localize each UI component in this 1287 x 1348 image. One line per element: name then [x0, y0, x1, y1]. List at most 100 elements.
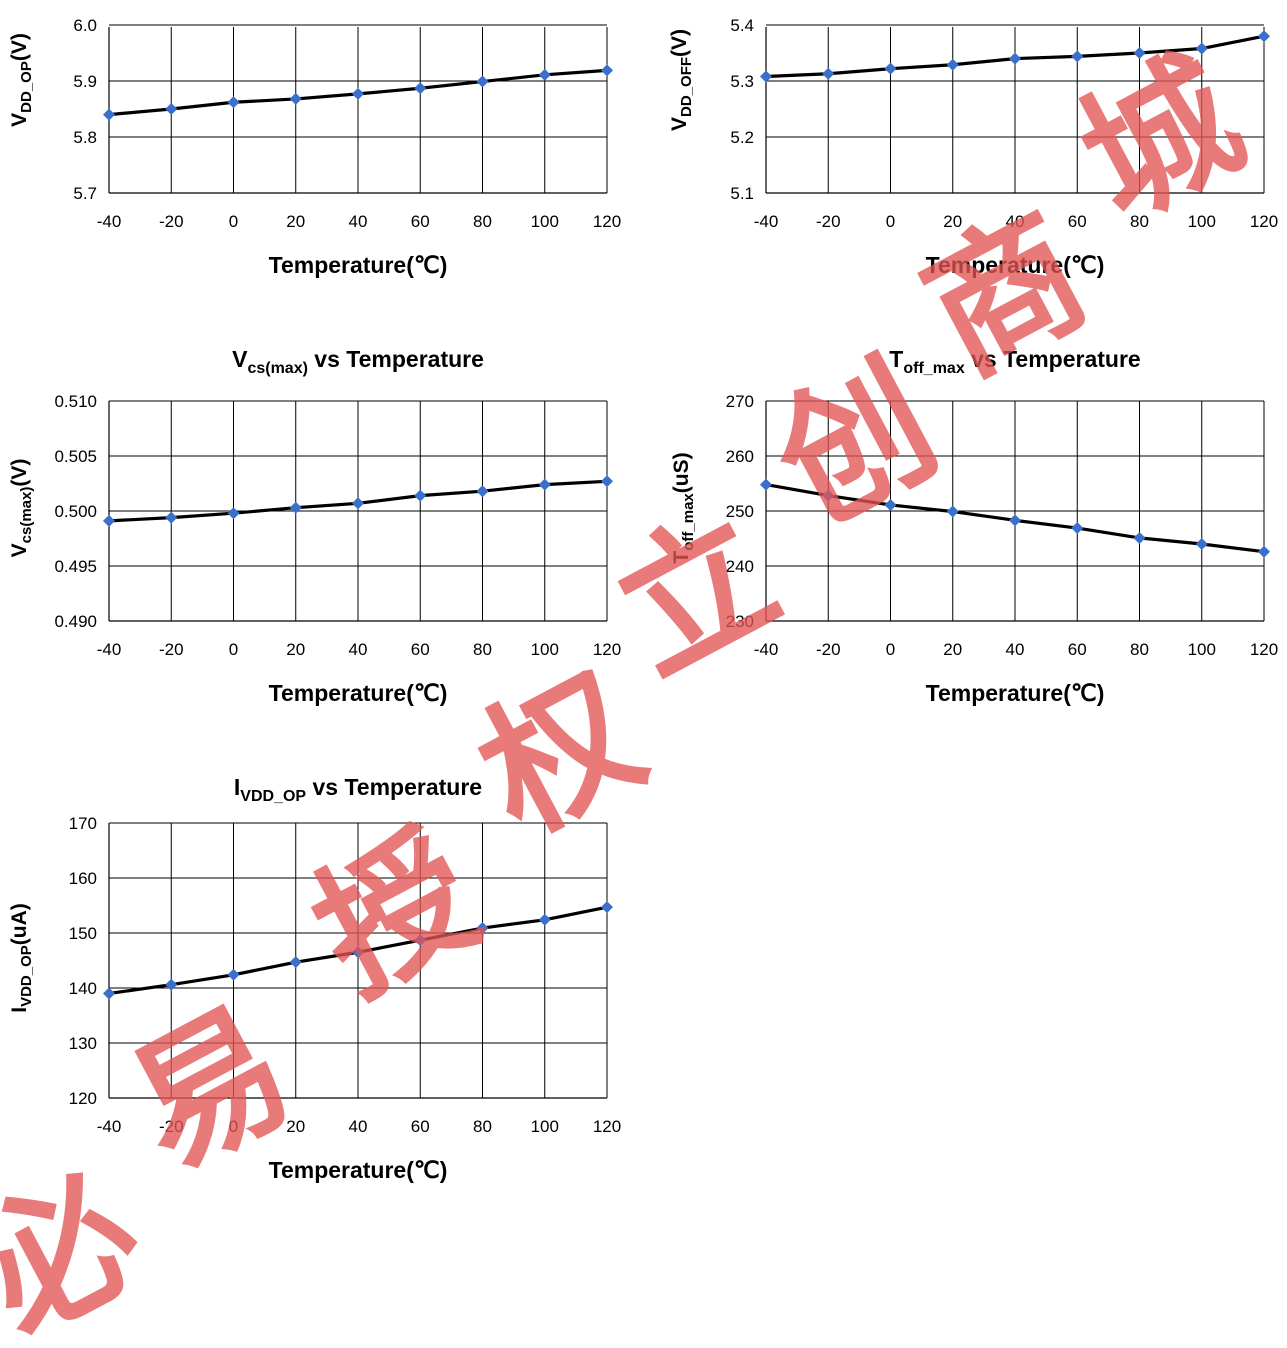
data-point — [165, 103, 178, 115]
data-point — [884, 62, 897, 75]
x-axis-label: Temperature(℃) — [269, 252, 448, 278]
y-axis-label: VDD_OP(V) — [8, 33, 35, 127]
data-point — [538, 478, 551, 491]
data-point — [352, 497, 364, 510]
y-axis-label: VDD_OFF(V) — [668, 29, 695, 131]
x-tick-label: 40 — [349, 1117, 368, 1136]
data-point — [1195, 42, 1208, 55]
y-axis-label: Toff_max(uS) — [670, 452, 697, 563]
data-point — [103, 514, 115, 527]
data-point — [227, 968, 240, 981]
data-point — [165, 511, 178, 524]
data-point — [1133, 47, 1146, 59]
y-tick-label: 120 — [69, 1089, 97, 1108]
y-tick-label: 0.510 — [54, 392, 97, 411]
x-tick-label: 80 — [473, 1117, 492, 1136]
data-point — [1009, 514, 1021, 527]
y-tick-label: 5.4 — [730, 16, 754, 35]
chart-3: 230 240 250 260 270 -40 -20 0 20 40 60 80 100 120 Temp… — [670, 346, 1278, 706]
x-tick-label: 60 — [411, 640, 430, 659]
y-tick-label: 5.8 — [73, 128, 97, 147]
x-tick-label: -40 — [97, 1117, 122, 1136]
x-tick-label: 0 — [886, 212, 895, 231]
data-point — [476, 75, 489, 88]
x-tick-label: 20 — [943, 640, 962, 659]
x-tick-label: 120 — [593, 1117, 621, 1136]
data-point — [1071, 50, 1084, 63]
x-tick-label: 80 — [1130, 212, 1149, 231]
x-tick-label: -40 — [754, 640, 779, 659]
watermark-char: 必 — [0, 1143, 168, 1348]
data-point — [946, 505, 959, 518]
data-point — [227, 96, 240, 109]
x-tick-label: -40 — [754, 212, 779, 231]
y-tick-label: 130 — [69, 1034, 97, 1053]
x-axis-label: Temperature(℃) — [926, 680, 1105, 706]
data-point — [760, 70, 772, 83]
x-tick-label: 60 — [1068, 212, 1087, 231]
x-tick-label: -40 — [97, 640, 122, 659]
x-tick-label: 0 — [229, 212, 238, 231]
y-tick-label: 5.2 — [730, 128, 754, 147]
y-tick-label: 5.9 — [73, 72, 97, 91]
data-point — [103, 108, 115, 121]
x-tick-label: 20 — [286, 640, 305, 659]
x-tick-label: 20 — [286, 212, 305, 231]
y-tick-label: 0.490 — [54, 612, 97, 631]
data-point — [476, 485, 489, 498]
y-tick-label: 270 — [726, 392, 754, 411]
x-tick-label: -20 — [816, 640, 841, 659]
data-point — [1258, 30, 1270, 43]
x-tick-label: 100 — [1188, 640, 1216, 659]
x-tick-label: -20 — [159, 212, 184, 231]
x-axis-label: Temperature(℃) — [269, 1157, 448, 1183]
x-tick-label: 40 — [1006, 212, 1025, 231]
data-point — [476, 922, 489, 935]
x-tick-label: 100 — [531, 1117, 559, 1136]
chart-1: 5.1 5.2 5.3 5.4 -40 -20 0 20 40 60 80 100 120 Tempera… — [668, 16, 1278, 278]
y-tick-label: 140 — [69, 979, 97, 998]
x-tick-label: 20 — [943, 212, 962, 231]
x-tick-label: 40 — [349, 640, 368, 659]
y-tick-label: 240 — [726, 557, 754, 576]
chart-0: 5.7 5.8 5.9 6.0 -40 -20 0 20 40 60 80 100 120 Tempera… — [8, 16, 621, 278]
y-tick-label: 6.0 — [73, 16, 97, 35]
y-tick-label: 160 — [69, 869, 97, 888]
data-point — [414, 934, 427, 947]
data-point — [103, 987, 115, 1000]
data-point — [538, 68, 551, 81]
x-tick-label: 0 — [229, 640, 238, 659]
watermark-char: 授 — [289, 803, 503, 1027]
x-tick-label: 60 — [1068, 640, 1087, 659]
data-point — [822, 489, 835, 502]
x-tick-label: 0 — [886, 640, 895, 659]
data-point — [352, 946, 364, 959]
watermark-char: 权 — [453, 643, 668, 868]
x-tick-label: 80 — [473, 640, 492, 659]
y-tick-label: 170 — [69, 814, 97, 833]
data-point — [1133, 531, 1146, 544]
x-tick-label: 0 — [229, 1117, 238, 1136]
data-point — [227, 507, 240, 520]
x-tick-label: 100 — [531, 640, 559, 659]
data-point — [946, 58, 959, 71]
x-tick-label: 120 — [1250, 640, 1278, 659]
x-tick-label: 20 — [286, 1117, 305, 1136]
chart-title: IVDD_OP vs Temperature — [234, 774, 482, 805]
y-axis-label: Vcs(max)(V) — [8, 459, 35, 558]
data-point — [538, 913, 551, 926]
data-point — [1195, 538, 1208, 550]
x-tick-label: -20 — [159, 1117, 184, 1136]
x-tick-label: 60 — [411, 1117, 430, 1136]
y-tick-label: 5.3 — [730, 72, 754, 91]
chart-title: Vcs(max) vs Temperature — [232, 346, 484, 377]
data-point — [414, 489, 427, 502]
x-axis-label: Temperature(℃) — [926, 252, 1105, 278]
data-point — [601, 475, 613, 488]
x-tick-label: 60 — [411, 212, 430, 231]
data-point — [289, 92, 302, 105]
y-tick-label: 0.505 — [54, 447, 97, 466]
y-tick-label: 150 — [69, 924, 97, 943]
x-tick-label: 80 — [1130, 640, 1149, 659]
